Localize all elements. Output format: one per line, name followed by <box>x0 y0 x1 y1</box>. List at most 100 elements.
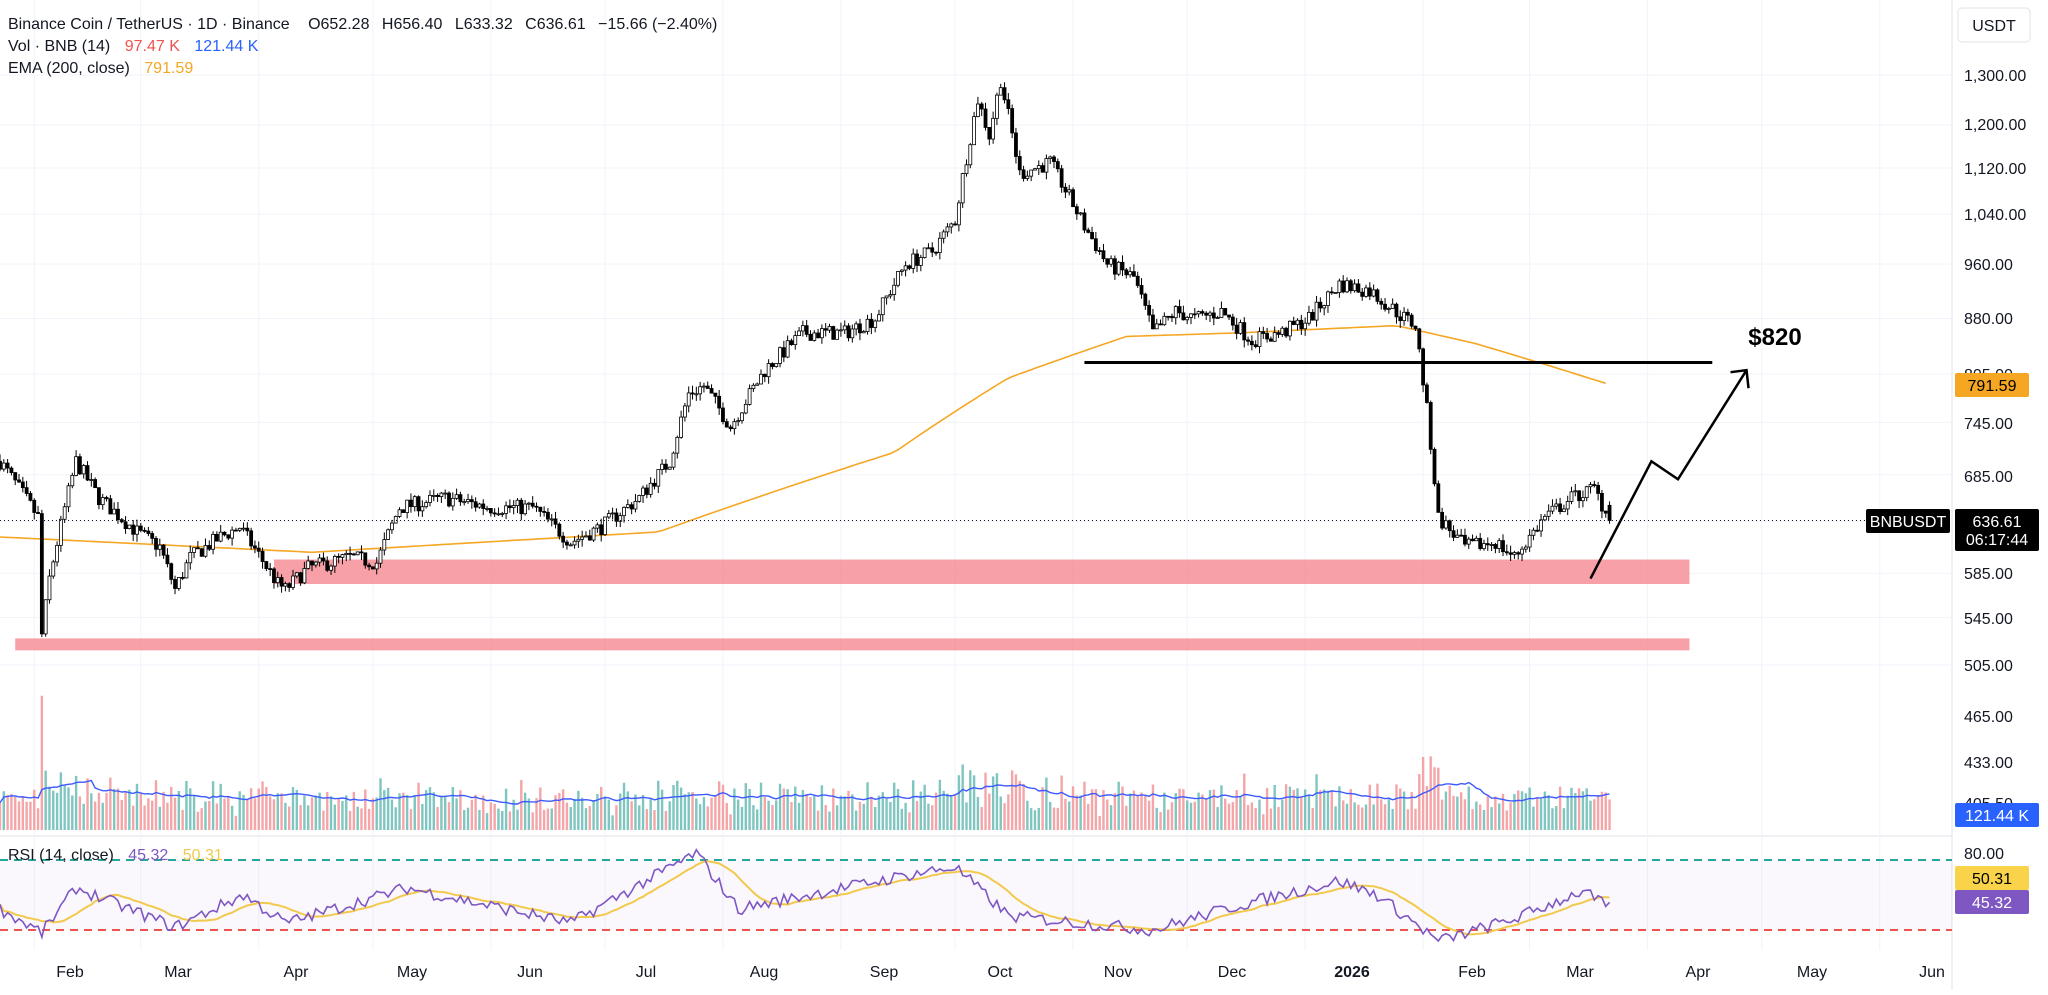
candle-body <box>1284 327 1289 337</box>
candle-body <box>393 516 398 524</box>
volume-bar <box>151 800 154 830</box>
volume-bar <box>797 802 801 830</box>
candle-body <box>1478 537 1483 549</box>
volume-bar <box>1532 806 1535 830</box>
volume-bar <box>379 778 382 830</box>
volume-ma-badge <box>1955 803 2039 827</box>
volume-bar <box>892 782 896 830</box>
candle-body <box>1425 384 1429 403</box>
volume-bar <box>942 790 945 830</box>
volume-bar <box>953 794 957 830</box>
candle-body <box>1474 537 1479 542</box>
volume-bar <box>234 815 238 830</box>
volume-bar <box>1581 791 1585 830</box>
volume-bar <box>626 791 630 830</box>
candle-body <box>1345 280 1349 293</box>
volume-bar <box>1243 773 1246 830</box>
candle-body <box>941 231 946 239</box>
volume-bar <box>1205 798 1208 830</box>
candle-body <box>724 421 729 428</box>
candle-body <box>332 555 337 567</box>
candle-body <box>1428 402 1433 450</box>
ema-badge-value: 791.59 <box>1968 378 2017 395</box>
support-zone <box>15 638 1690 651</box>
candle-body <box>1303 322 1308 330</box>
volume-bar <box>1414 808 1417 830</box>
candle-body <box>203 545 208 557</box>
candle-body <box>89 479 94 481</box>
volume-bar <box>1014 774 1018 830</box>
time-tick: Oct <box>988 964 1013 981</box>
candle-body <box>546 511 550 520</box>
volume-bar <box>584 808 588 830</box>
candle-body <box>1154 323 1159 330</box>
volume-bar <box>314 795 318 830</box>
volume-bar <box>383 790 386 830</box>
volume-bar <box>303 795 306 830</box>
ohlc-high: H656.40 <box>382 16 443 33</box>
volume-bar <box>466 807 470 830</box>
volume-bar <box>740 806 744 830</box>
candle-body <box>1177 306 1182 314</box>
volume-bar <box>497 808 500 830</box>
time-tick: Jul <box>636 964 656 981</box>
volume-bar <box>208 801 211 830</box>
candle-body <box>903 265 908 271</box>
price-scale-badges: 791.59 BNBUSDT 636.61 06:17:44 121.44 K … <box>1866 373 2039 914</box>
candle-body <box>1512 552 1517 555</box>
candle-body <box>819 328 824 339</box>
candle-body <box>839 329 843 332</box>
currency-button[interactable] <box>1957 7 2031 43</box>
volume-bar <box>1608 799 1611 830</box>
candle-body <box>1002 87 1007 101</box>
candle-body <box>492 512 497 515</box>
volume-bar <box>1482 810 1486 830</box>
candle-body <box>146 530 151 534</box>
volume-bar <box>786 789 789 830</box>
volume-bar <box>630 801 633 830</box>
volume-bar <box>592 800 595 830</box>
volume-bar <box>1459 792 1463 830</box>
volume-bars <box>0 695 1611 830</box>
volume-bar <box>1574 793 1577 830</box>
candle-body <box>329 565 333 571</box>
volume-bar <box>1501 793 1505 830</box>
price-tick: 1,040.00 <box>1964 207 2026 224</box>
volume-bar <box>97 792 101 830</box>
volume-bar <box>1121 786 1124 830</box>
candle-body <box>888 294 893 297</box>
candle-body <box>709 388 714 394</box>
candle-body <box>78 456 82 475</box>
candle-body <box>1105 258 1110 265</box>
rsi-ma-badge <box>1955 866 2029 890</box>
volume-bar <box>409 809 413 830</box>
volume-bar <box>177 790 181 830</box>
candle-body <box>774 363 779 367</box>
candle-body <box>1386 308 1391 310</box>
candle-body <box>1390 303 1395 309</box>
candle-body <box>409 499 413 508</box>
candle-body <box>1128 271 1133 276</box>
candle-body <box>854 323 859 330</box>
candle-body <box>1078 212 1083 215</box>
candle-body <box>515 499 520 506</box>
drawing-tools[interactable] <box>0 361 1952 580</box>
candle-body <box>976 103 980 117</box>
candle-body <box>1170 315 1174 319</box>
candle-body <box>412 496 417 508</box>
candle-body <box>747 388 752 405</box>
volume-bar <box>14 796 17 830</box>
candle-body <box>831 326 836 340</box>
candle-body <box>1242 322 1247 341</box>
volume-bar <box>166 802 169 830</box>
candle-body <box>964 164 969 175</box>
volume-bar <box>866 782 869 830</box>
volume-bar <box>679 787 683 830</box>
projection-arrow-head <box>1730 368 1750 389</box>
candle-body <box>865 318 870 332</box>
volume-bar <box>645 809 649 830</box>
volume-bar <box>440 796 443 830</box>
time-tick: Dec <box>1218 964 1246 981</box>
